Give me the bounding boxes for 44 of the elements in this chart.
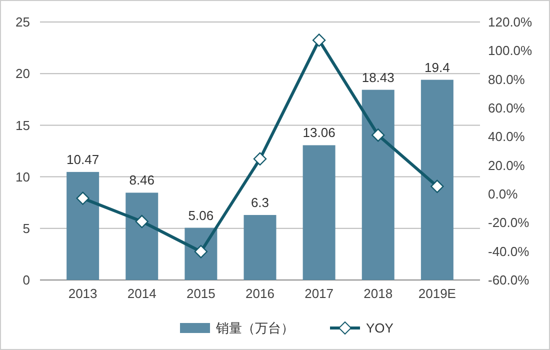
y2-tick-label: -40.0% (488, 244, 530, 259)
x-tick-label: 2014 (127, 286, 156, 301)
legend-label: 销量（万台） (215, 320, 294, 336)
y2-tick-label: 80.0% (488, 72, 526, 87)
legend-label: YOY (366, 320, 394, 336)
x-tick-label: 2017 (304, 286, 334, 301)
y2-tick-label: 100.0% (488, 43, 533, 58)
y2-tick-label: 120.0% (488, 14, 533, 30)
x-tick-label: 2013 (68, 286, 98, 301)
y2-tick-label: 60.0% (488, 100, 526, 116)
data-label: 13.06 (302, 125, 336, 140)
point (76, 192, 90, 205)
y2-tick-label: -60.0% (488, 272, 530, 288)
y-tick-label: 0 (22, 272, 30, 288)
data-label: 5.06 (188, 208, 214, 223)
point (135, 214, 148, 228)
x-tick-label: 2015 (186, 286, 216, 301)
y-tick-label: 15 (16, 118, 30, 133)
bar (302, 145, 336, 280)
data-label: 19.4 (424, 60, 450, 75)
x-tick-label: 2019E (418, 286, 456, 301)
bar (126, 192, 158, 280)
y-tick-label: 20 (16, 66, 30, 82)
data-label: 10.47 (66, 152, 100, 167)
point (312, 34, 326, 47)
data-label: 6.3 (250, 194, 270, 210)
y2-tick-label: -20.0% (488, 215, 530, 230)
bar (362, 90, 394, 280)
y-tick-label: 5 (22, 220, 30, 236)
point (372, 128, 385, 142)
data-label: 18.43 (362, 70, 394, 85)
bar (66, 172, 100, 280)
y2-tick-label: 20.0% (488, 158, 526, 173)
y2-tick-label: 0.0% (488, 186, 518, 202)
y-tick-label: 25 (16, 14, 30, 30)
bar (244, 214, 276, 280)
y-tick-label: 10 (16, 169, 30, 184)
bar (420, 80, 454, 280)
y2-tick-label: 40.0% (488, 129, 526, 144)
x-tick-label: 2016 (246, 286, 274, 301)
x-tick-label: 2018 (364, 286, 393, 301)
point (253, 152, 267, 166)
data-label: 8.46 (129, 172, 155, 188)
point (430, 180, 444, 194)
